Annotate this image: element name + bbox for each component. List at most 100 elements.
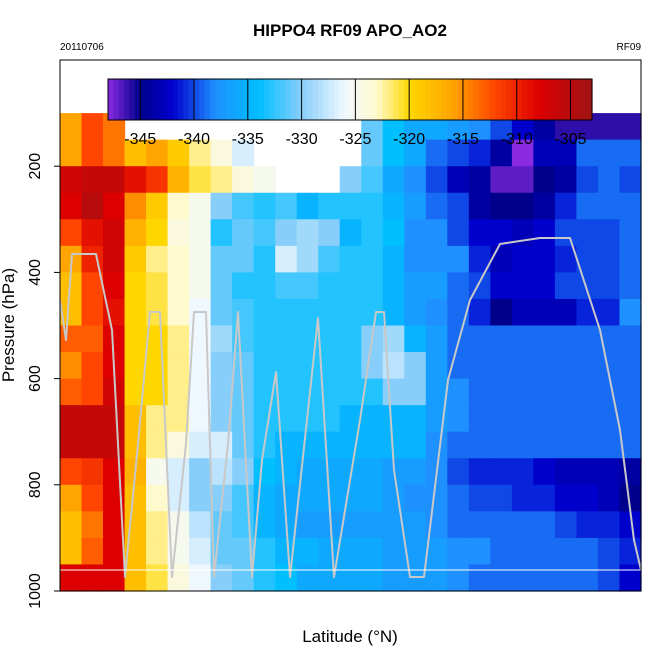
heatmap-cell <box>490 245 513 273</box>
heatmap-cell <box>146 166 169 194</box>
heatmap-cell <box>425 484 448 512</box>
heatmap-cell <box>210 378 233 406</box>
heatmap-cell <box>81 113 104 141</box>
heatmap-cell <box>619 298 642 327</box>
colorbar-tick-label: -345 <box>124 131 156 148</box>
heatmap-cell <box>361 537 384 566</box>
heatmap-cell <box>275 245 298 273</box>
y-axis: 200 400 600 800 1000 <box>27 153 60 609</box>
heatmap-cell <box>275 219 298 247</box>
heatmap-cell <box>146 458 169 486</box>
heatmap-cell <box>339 564 362 592</box>
colorbar-swatch <box>376 79 383 120</box>
heatmap-cell <box>60 272 83 300</box>
heatmap-cell <box>361 405 384 433</box>
heatmap-cell <box>554 219 578 247</box>
heatmap-cell <box>275 378 298 406</box>
heatmap-cell <box>167 511 190 539</box>
heatmap-cell <box>146 537 169 566</box>
colorbar-swatch <box>296 79 303 120</box>
colorbar-swatch <box>575 79 582 120</box>
heatmap-cell <box>146 484 169 512</box>
heatmap-cell <box>468 431 491 459</box>
heatmap-cell <box>210 458 233 486</box>
heatmap-cell <box>404 352 427 380</box>
heatmap-cell <box>619 458 642 486</box>
heatmap-cell <box>576 405 599 433</box>
heatmap-cell <box>533 484 556 512</box>
heatmap-cell <box>425 564 448 592</box>
heatmap-cell <box>339 378 362 406</box>
colorbar-swatch <box>436 79 443 120</box>
heatmap-cell <box>361 484 384 512</box>
heatmap-cell <box>597 511 621 539</box>
heatmap-cell <box>468 564 491 592</box>
heatmap-cell <box>81 219 104 247</box>
heatmap-cell <box>60 352 83 380</box>
heatmap-cell <box>124 219 147 247</box>
heatmap-cell <box>339 511 362 539</box>
heatmap-cell <box>576 484 599 512</box>
heatmap-cell <box>210 564 233 592</box>
heatmap-cell <box>210 272 233 300</box>
heatmap-cell <box>468 405 491 433</box>
colorbar-swatch <box>371 79 378 120</box>
heatmap-cell <box>511 511 535 539</box>
heatmap-cell <box>468 219 491 247</box>
heatmap-cell <box>576 272 599 300</box>
heatmap-cell <box>619 484 642 512</box>
colorbar-swatch <box>339 79 346 120</box>
heatmap-cell <box>339 272 362 300</box>
heatmap-cell <box>597 113 621 141</box>
heatmap-cell <box>576 166 599 194</box>
heatmap-cell <box>81 139 104 167</box>
heatmap-cell <box>167 352 190 380</box>
heatmap-cell <box>296 219 319 247</box>
heatmap-cell <box>382 537 405 566</box>
heatmap-cell <box>619 272 642 300</box>
heatmap-cell <box>404 325 427 353</box>
heatmap-cell <box>490 405 513 433</box>
heatmap-cell <box>253 192 276 220</box>
colorbar-swatch <box>462 79 469 120</box>
colorbar-tick-label: -330 <box>286 131 318 148</box>
heatmap-cell <box>275 564 298 592</box>
colorbar-swatch <box>220 79 227 120</box>
heatmap-cell <box>189 484 212 512</box>
heatmap-cell <box>468 139 491 167</box>
heatmap-cell <box>339 484 362 512</box>
heatmap-cell <box>597 219 621 247</box>
colorbar-swatch <box>167 79 174 120</box>
heatmap-cell <box>275 484 298 512</box>
heatmap-cell <box>425 325 448 353</box>
heatmap-cell <box>576 537 599 566</box>
chart-title: HIPPO4 RF09 APO_AO2 <box>253 21 447 40</box>
heatmap-cell <box>511 431 535 459</box>
colorbar-swatch <box>247 79 254 120</box>
heatmap-cell <box>490 378 513 406</box>
heatmap-cell <box>361 431 384 459</box>
colorbar-swatch <box>511 79 518 120</box>
heatmap-cell <box>339 166 362 194</box>
heatmap-cell <box>146 431 169 459</box>
colorbar-frame <box>107 78 593 121</box>
heatmap-cell <box>361 245 384 273</box>
heatmap-cell <box>576 139 599 167</box>
heatmap-cell <box>275 325 298 353</box>
heatmap-cell <box>339 219 362 247</box>
heatmap-cell <box>619 564 642 592</box>
colorbar-swatch <box>231 79 238 120</box>
y-tick-label: 800 <box>27 471 44 498</box>
heatmap-cell <box>296 378 319 406</box>
heatmap-cell <box>60 484 83 512</box>
heatmap-cell <box>447 272 470 300</box>
heatmap-cell <box>232 511 255 539</box>
heatmap-cell <box>60 431 83 459</box>
colorbar-swatch <box>522 79 529 120</box>
heatmap-cell <box>468 511 491 539</box>
heatmap-cell <box>404 405 427 433</box>
colorbar-swatch <box>301 79 308 120</box>
heatmap-cell <box>404 166 427 194</box>
heatmap-cell <box>576 219 599 247</box>
colorbar-swatch <box>473 79 480 120</box>
